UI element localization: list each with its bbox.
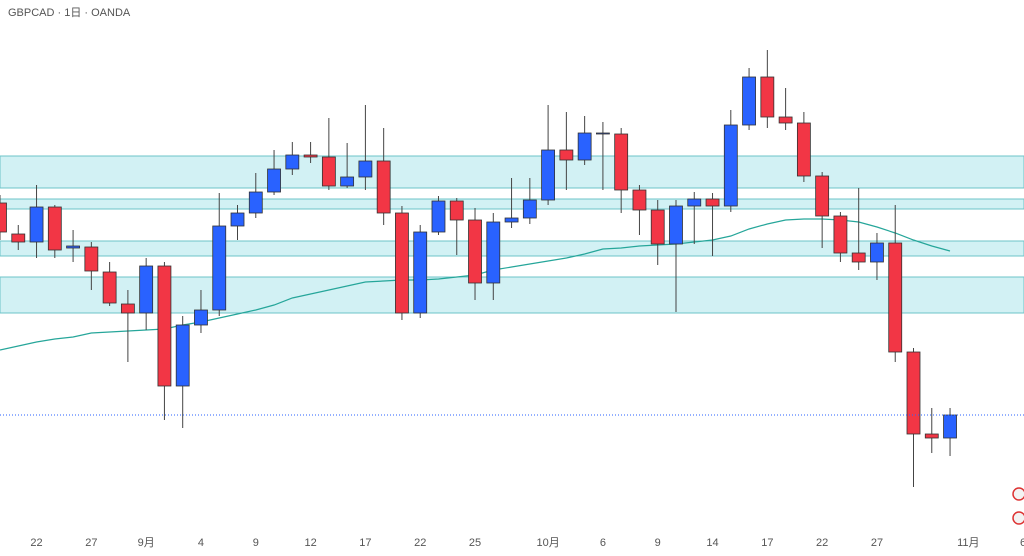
x-tick-label: 17 xyxy=(359,537,371,549)
x-tick-label: 9月 xyxy=(138,537,155,549)
x-tick-label: 22 xyxy=(414,537,426,549)
candle-body xyxy=(723,124,738,207)
candle-body xyxy=(431,200,446,233)
candle-body xyxy=(212,225,227,311)
x-tick-label: 4 xyxy=(198,537,204,549)
candle-body xyxy=(796,122,811,177)
flag-icon[interactable] xyxy=(1012,511,1024,525)
candle-body xyxy=(267,168,281,193)
flag-icon[interactable] xyxy=(1012,487,1024,501)
x-axis: 22 27 9月 4 9 12 17 22 25 10月 6 9 14 17 22 27 11月 6 xyxy=(30,537,1024,549)
candle-body xyxy=(486,221,501,284)
x-tick-label: 27 xyxy=(871,537,883,549)
x-tick-label: 9 xyxy=(253,537,259,549)
candle-body xyxy=(778,116,793,124)
candle-body xyxy=(84,246,99,272)
x-tick-label: 6 xyxy=(1020,537,1024,549)
candle-body xyxy=(687,198,702,207)
x-tick-label: 11月 xyxy=(957,537,979,549)
candle-body xyxy=(139,265,154,314)
candle-body xyxy=(614,133,629,191)
candle-body xyxy=(943,414,957,439)
candle-body xyxy=(47,206,62,251)
candle-body xyxy=(11,233,26,243)
candles xyxy=(0,50,1024,487)
candle-body xyxy=(504,217,519,223)
candle-body xyxy=(413,231,428,314)
candle-body xyxy=(321,156,336,187)
candle-body xyxy=(541,149,555,201)
candle-body xyxy=(303,154,318,158)
x-tick-label: 12 xyxy=(304,537,316,549)
candle-body xyxy=(285,154,300,170)
candle-body xyxy=(632,189,647,211)
x-tick-label: 27 xyxy=(85,537,97,549)
x-tick-label: 9 xyxy=(655,537,661,549)
candle-body xyxy=(340,176,355,187)
zone xyxy=(0,240,1024,257)
candle-body xyxy=(157,265,172,387)
candle-body xyxy=(559,149,574,161)
candle-body xyxy=(888,242,903,353)
candle-body xyxy=(522,199,537,219)
candle-body xyxy=(358,160,373,178)
candle-body xyxy=(376,160,391,214)
zone xyxy=(0,276,1024,314)
candle-body xyxy=(577,132,592,161)
candle-body xyxy=(906,351,921,435)
candle-body xyxy=(248,191,263,214)
candle-body xyxy=(650,209,665,245)
x-tick-label: 25 xyxy=(469,537,481,549)
candle-body xyxy=(815,175,830,217)
candle-body xyxy=(468,219,482,284)
x-tick-label: 10月 xyxy=(536,537,559,549)
candle-body xyxy=(742,76,756,126)
candle-body xyxy=(851,252,866,263)
candle-body xyxy=(870,242,884,263)
candle-body xyxy=(0,202,7,233)
candle-body xyxy=(596,132,610,135)
candle-body xyxy=(120,303,135,314)
x-tick-label: 6 xyxy=(600,537,606,549)
candle-body xyxy=(230,212,245,227)
x-tick-label: 22 xyxy=(30,537,42,549)
candle-body xyxy=(833,215,848,254)
candle-body xyxy=(175,324,190,387)
x-tick-label: 22 xyxy=(816,537,828,549)
candle-body xyxy=(102,271,117,304)
candle-body xyxy=(924,433,939,439)
x-tick-label: 17 xyxy=(761,537,773,549)
candle-body xyxy=(449,200,464,221)
candle-body xyxy=(66,245,80,249)
candle-body xyxy=(705,198,720,207)
candle-body xyxy=(760,76,775,118)
x-tick-label: 14 xyxy=(706,537,718,549)
candle-body xyxy=(669,205,683,245)
chart-title: GBPCAD · 1日 · OANDA xyxy=(8,7,131,19)
candle-body xyxy=(395,212,409,314)
candle-body xyxy=(29,206,44,243)
candle-body xyxy=(194,309,208,326)
